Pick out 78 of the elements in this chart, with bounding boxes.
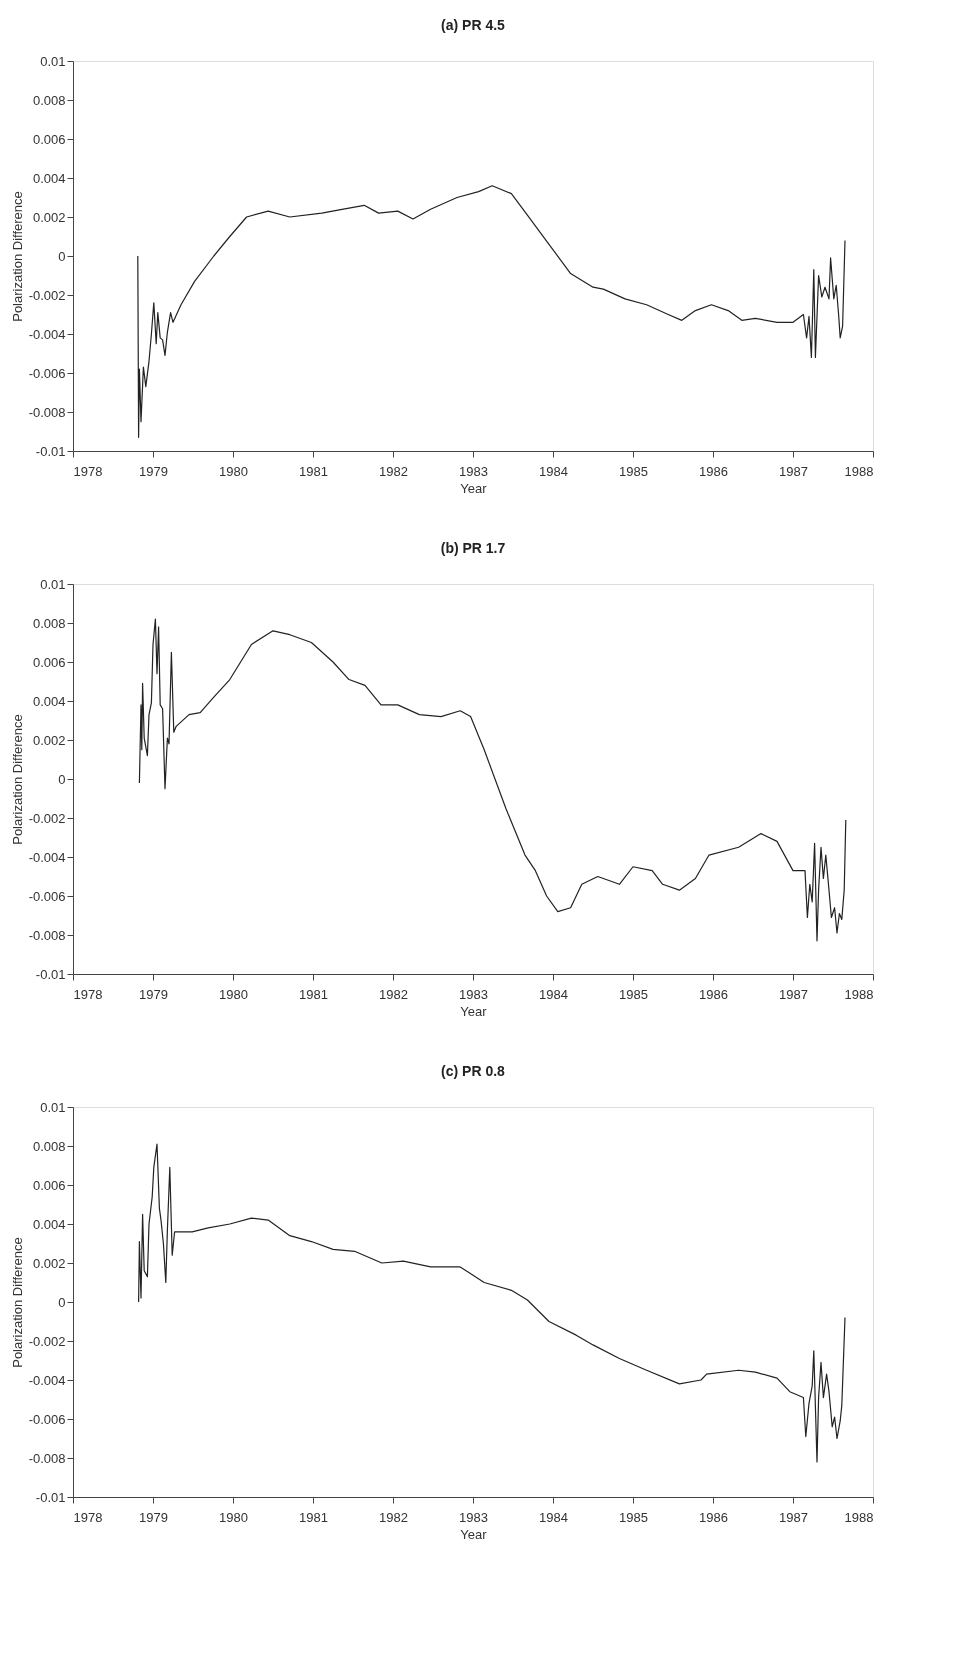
y-tick-label: -0.01 [35, 1489, 66, 1505]
y-tick-label: 0.006 [32, 131, 66, 147]
x-tick-label: 1988 [844, 986, 874, 1002]
x-tick-label: 1983 [459, 1509, 488, 1525]
y-axis-title: Polarization Difference [9, 714, 25, 845]
x-tick-label: 1985 [619, 463, 648, 479]
x-tick-label: 1980 [219, 986, 248, 1002]
x-tick-label: 1987 [779, 463, 808, 479]
x-tick-label: 1985 [619, 1509, 648, 1525]
x-tick-label: 1981 [299, 1509, 328, 1525]
y-tick-label: -0.008 [28, 927, 66, 943]
y-tick-label: 0.006 [32, 654, 66, 670]
y-tick-label: -0.002 [28, 810, 66, 826]
y-tick-label: -0.002 [28, 1333, 66, 1349]
x-tick-label: 1984 [539, 986, 568, 1002]
y-tick-label: -0.004 [28, 849, 66, 865]
y-axis-title: Polarization Difference [9, 1237, 25, 1368]
y-tick-label: 0.004 [32, 1216, 66, 1232]
chart-title: (c) PR 0.8 [441, 1063, 506, 1079]
x-tick-label: 1982 [379, 986, 408, 1002]
x-tick-label: 1984 [539, 463, 568, 479]
y-tick-label: 0 [58, 248, 66, 264]
y-tick-label: 0 [58, 1294, 66, 1310]
x-tick-label: 1979 [139, 463, 168, 479]
y-tick-label: 0.004 [32, 170, 66, 186]
y-tick-label: -0.008 [28, 404, 66, 420]
x-axis-title: Year [460, 480, 488, 496]
x-tick-label: 1987 [779, 986, 808, 1002]
x-tick-label: 1980 [219, 463, 248, 479]
y-tick-label: 0 [58, 771, 66, 787]
x-tick-label: 1983 [459, 463, 488, 479]
y-tick-label: 0.008 [32, 92, 66, 108]
x-tick-label: 1981 [299, 986, 328, 1002]
x-tick-label: 1983 [459, 986, 488, 1002]
line-series [138, 618, 847, 942]
y-tick-label: 0.002 [32, 1255, 66, 1271]
x-tick-label: 1988 [844, 463, 874, 479]
x-tick-label: 1986 [699, 463, 728, 479]
x-tick-label: 1982 [379, 1509, 408, 1525]
y-tick-label: -0.004 [28, 326, 66, 342]
x-tick-label: 1980 [219, 1509, 248, 1525]
x-tick-label: 1986 [699, 986, 728, 1002]
y-tick-label: 0.008 [32, 615, 66, 631]
y-tick-label: 0.01 [40, 1099, 66, 1115]
y-tick-label: 0.004 [32, 693, 66, 709]
x-tick-label: 1981 [299, 463, 328, 479]
y-tick-label: -0.006 [28, 888, 66, 904]
line-series [138, 1143, 846, 1463]
x-axis-title: Year [460, 1003, 488, 1019]
x-tick-label: 1982 [379, 463, 408, 479]
y-tick-label: 0.002 [32, 732, 66, 748]
x-tick-label: 1985 [619, 986, 648, 1002]
y-tick-label: -0.008 [28, 1450, 66, 1466]
y-tick-label: 0.008 [32, 1138, 66, 1154]
y-tick-label: -0.01 [35, 443, 66, 459]
y-tick-label: -0.01 [35, 966, 66, 982]
y-tick-label: 0.01 [40, 53, 66, 69]
x-tick-label: 1984 [539, 1509, 568, 1525]
x-tick-label: 1978 [73, 986, 103, 1002]
x-tick-label: 1986 [699, 1509, 728, 1525]
x-tick-label: 1987 [779, 1509, 808, 1525]
y-tick-label: -0.006 [28, 365, 66, 381]
chart-title: (b) PR 1.7 [440, 540, 506, 556]
y-tick-label: -0.004 [28, 1372, 66, 1388]
line-series [137, 185, 846, 438]
x-tick-label: 1979 [139, 1509, 168, 1525]
x-tick-label: 1978 [73, 1509, 103, 1525]
x-axis-title: Year [460, 1526, 488, 1542]
y-tick-label: -0.006 [28, 1411, 66, 1427]
y-tick-label: 0.002 [32, 209, 66, 225]
y-tick-label: 0.01 [40, 576, 66, 592]
chart-title: (a) PR 4.5 [441, 17, 506, 33]
x-tick-label: 1978 [73, 463, 103, 479]
y-tick-label: -0.002 [28, 287, 66, 303]
x-tick-label: 1988 [844, 1509, 874, 1525]
y-tick-label: 0.006 [32, 1177, 66, 1193]
x-tick-label: 1979 [139, 986, 168, 1002]
y-axis-title: Polarization Difference [9, 191, 25, 322]
